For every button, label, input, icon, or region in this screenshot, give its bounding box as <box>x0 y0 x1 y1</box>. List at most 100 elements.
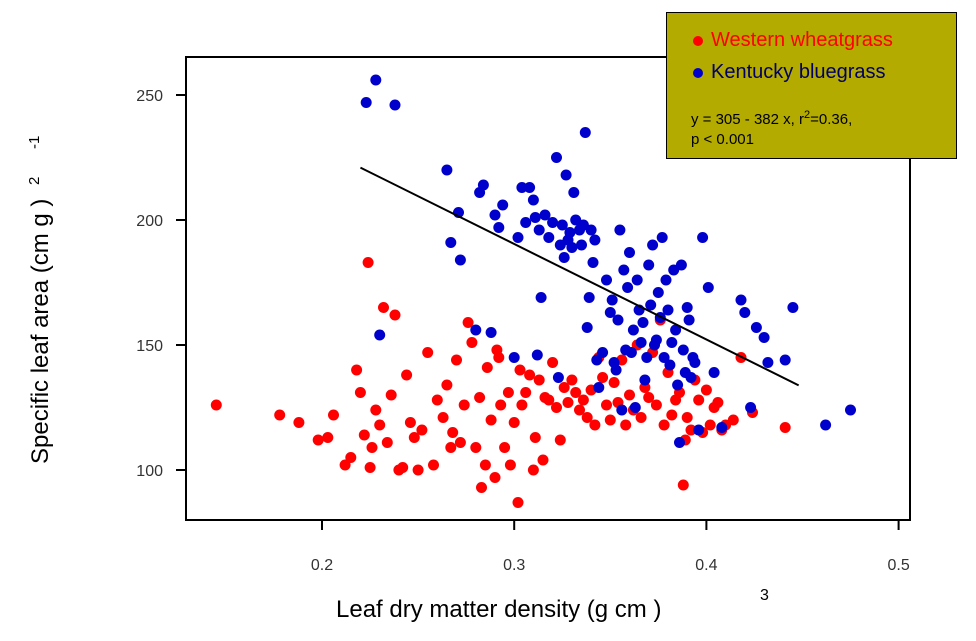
point-kentucky-bluegrass-5 <box>445 237 457 248</box>
point-kentucky-bluegrass-36 <box>566 242 578 253</box>
point-kentucky-bluegrass-77 <box>652 287 664 298</box>
point-kentucky-bluegrass-15 <box>508 352 520 363</box>
x-tick-label-2: 0.4 <box>695 557 717 574</box>
point-western-wheatgrass-31 <box>441 379 453 391</box>
point-kentucky-bluegrass-103 <box>739 307 751 318</box>
point-western-wheatgrass-35 <box>454 437 466 448</box>
point-kentucky-bluegrass-37 <box>568 187 580 198</box>
point-kentucky-bluegrass-101 <box>716 422 728 433</box>
point-kentucky-bluegrass-94 <box>685 372 697 383</box>
point-kentucky-bluegrass-74 <box>647 239 659 251</box>
point-western-wheatgrass-32 <box>445 442 457 453</box>
point-western-wheatgrass-30 <box>437 412 449 423</box>
point-western-wheatgrass-27 <box>422 347 434 358</box>
point-western-wheatgrass-45 <box>489 472 501 483</box>
point-kentucky-bluegrass-76 <box>650 334 662 346</box>
equation-text-rest: =0.36, <box>810 111 853 128</box>
point-kentucky-bluegrass-109 <box>787 302 799 313</box>
red-dot-icon <box>693 35 703 46</box>
point-kentucky-bluegrass-52 <box>604 307 616 318</box>
point-western-wheatgrass-19 <box>389 309 401 321</box>
point-western-wheatgrass-36 <box>458 399 470 411</box>
point-kentucky-bluegrass-45 <box>585 224 597 236</box>
point-kentucky-bluegrass-92 <box>681 302 693 313</box>
point-western-wheatgrass-6 <box>339 459 351 471</box>
point-kentucky-bluegrass-102 <box>735 294 747 306</box>
y-tick-label-1: 150 <box>136 338 163 355</box>
point-kentucky-bluegrass-61 <box>622 282 634 293</box>
legend: Western wheatgrass Kentucky bluegrass y … <box>666 12 957 159</box>
point-western-wheatgrass-34 <box>451 354 462 366</box>
point-kentucky-bluegrass-62 <box>624 247 635 258</box>
point-western-wheatgrass-4 <box>322 432 334 443</box>
point-kentucky-bluegrass-93 <box>683 314 695 326</box>
point-kentucky-bluegrass-57 <box>614 224 626 236</box>
point-kentucky-bluegrass-105 <box>750 322 762 333</box>
point-kentucky-bluegrass-104 <box>745 402 757 413</box>
point-kentucky-bluegrass-11 <box>485 327 497 338</box>
point-western-wheatgrass-58 <box>527 464 539 476</box>
point-kentucky-bluegrass-96 <box>689 357 701 368</box>
point-western-wheatgrass-114 <box>779 422 791 433</box>
point-kentucky-bluegrass-99 <box>702 282 714 293</box>
point-kentucky-bluegrass-51 <box>601 274 612 286</box>
point-western-wheatgrass-16 <box>378 302 389 313</box>
point-kentucky-bluegrass-42 <box>579 127 591 138</box>
point-western-wheatgrass-56 <box>520 387 532 398</box>
point-western-wheatgrass-40 <box>474 392 486 403</box>
point-western-wheatgrass-60 <box>533 374 545 386</box>
point-western-wheatgrass-103 <box>693 394 705 406</box>
point-kentucky-bluegrass-44 <box>583 292 595 303</box>
point-kentucky-bluegrass-40 <box>576 239 587 251</box>
point-western-wheatgrass-77 <box>597 372 609 383</box>
p-value-text: p < 0.001 <box>691 131 754 148</box>
point-kentucky-bluegrass-90 <box>677 344 689 356</box>
point-kentucky-bluegrass-66 <box>631 274 643 286</box>
point-western-wheatgrass-21 <box>397 462 409 473</box>
point-kentucky-bluegrass-89 <box>675 259 687 271</box>
point-kentucky-bluegrass-31 <box>556 219 568 231</box>
point-kentucky-bluegrass-33 <box>560 169 572 181</box>
point-kentucky-bluegrass-49 <box>593 382 605 393</box>
y-axis-title: Specific leaf area (cm g ) <box>27 199 54 464</box>
point-kentucky-bluegrass-97 <box>693 424 705 436</box>
point-kentucky-bluegrass-16 <box>512 232 524 243</box>
x-axis: 0.2 0.3 0.4 0.5 <box>311 520 910 574</box>
point-kentucky-bluegrass-53 <box>606 294 618 306</box>
point-western-wheatgrass-1 <box>274 409 286 421</box>
point-western-wheatgrass-69 <box>566 374 578 386</box>
point-western-wheatgrass-61 <box>537 454 549 466</box>
point-western-wheatgrass-59 <box>529 432 541 443</box>
point-kentucky-bluegrass-17 <box>516 182 528 193</box>
point-western-wheatgrass-50 <box>502 387 514 398</box>
point-kentucky-bluegrass-23 <box>533 224 545 236</box>
y-axis: 100 150 200 250 <box>136 88 186 480</box>
point-western-wheatgrass-51 <box>504 459 516 471</box>
point-kentucky-bluegrass-0 <box>360 97 372 108</box>
point-western-wheatgrass-22 <box>401 369 413 381</box>
point-kentucky-bluegrass-29 <box>552 372 564 383</box>
point-western-wheatgrass-39 <box>470 442 482 453</box>
point-kentucky-bluegrass-65 <box>629 402 641 413</box>
point-western-wheatgrass-73 <box>581 412 593 423</box>
point-western-wheatgrass-87 <box>635 412 647 423</box>
point-western-wheatgrass-15 <box>374 419 386 431</box>
point-western-wheatgrass-98 <box>677 479 689 491</box>
regression-equation: y = 305 - 382 x, r2=0.36, p < 0.001 <box>691 105 852 150</box>
point-kentucky-bluegrass-27 <box>547 217 559 228</box>
point-kentucky-bluegrass-46 <box>587 257 599 268</box>
point-kentucky-bluegrass-59 <box>618 264 630 276</box>
point-kentucky-bluegrass-84 <box>666 337 678 348</box>
point-western-wheatgrass-106 <box>704 419 716 431</box>
point-kentucky-bluegrass-21 <box>529 212 541 223</box>
point-western-wheatgrass-95 <box>666 409 678 421</box>
point-kentucky-bluegrass-79 <box>656 232 668 243</box>
point-kentucky-bluegrass-1 <box>370 74 382 86</box>
point-western-wheatgrass-100 <box>681 412 693 423</box>
point-kentucky-bluegrass-108 <box>779 354 791 366</box>
point-kentucky-bluegrass-18 <box>520 217 532 228</box>
point-kentucky-bluegrass-8 <box>470 324 482 336</box>
point-kentucky-bluegrass-14 <box>497 199 509 211</box>
point-western-wheatgrass-17 <box>381 437 393 448</box>
